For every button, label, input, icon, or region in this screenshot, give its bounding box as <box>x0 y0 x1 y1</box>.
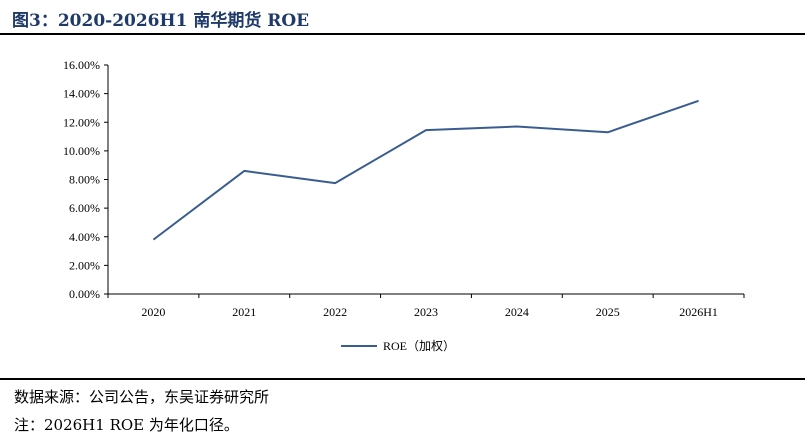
x-tick-label: 2022 <box>323 305 347 319</box>
x-tick-label: 2024 <box>505 305 529 319</box>
y-tick-label: 2.00% <box>69 258 100 272</box>
series-line <box>152 99 699 241</box>
y-tick-label: 12.00% <box>63 115 100 129</box>
x-tick-label: 2025 <box>596 305 620 319</box>
y-tick-label: 14.00% <box>63 87 100 101</box>
x-tick-label: 2020 <box>141 305 165 319</box>
x-axis: 2020 2021 2022 2023 2024 2025 2026H1 <box>107 293 745 319</box>
y-tick-label: 6.00% <box>69 201 100 215</box>
y-tick-label: 8.00% <box>69 173 100 187</box>
y-axis: 0.00% 2.00% 4.00% 6.00% 8.00% 10.00% 12.00% 14.… <box>63 58 109 301</box>
legend: ROE（加权） <box>341 339 455 353</box>
y-tick-label: 0.00% <box>69 287 100 301</box>
series-group <box>152 99 699 241</box>
line-chart: 0.00% 2.00% 4.00% 6.00% 8.00% 10.00% 12.00% 14.… <box>63 58 745 353</box>
y-tick-label: 16.00% <box>63 58 100 72</box>
bottom-rule <box>0 378 805 380</box>
source-note: 数据来源：公司公告，东吴证券研究所 <box>14 388 270 406</box>
top-rule <box>0 33 805 35</box>
x-tick-label: 2026H1 <box>679 305 718 319</box>
y-tick-label: 10.00% <box>63 144 100 158</box>
figure-title: 图3：2020-2026H1 南华期货 ROE <box>12 11 310 31</box>
x-tick-label: 2023 <box>414 305 438 319</box>
y-tick-label: 4.00% <box>69 230 100 244</box>
footnote: 注：2026H1 ROE 为年化口径。 <box>14 416 239 434</box>
x-tick-label: 2021 <box>232 305 256 319</box>
legend-label: ROE（加权） <box>383 339 455 353</box>
